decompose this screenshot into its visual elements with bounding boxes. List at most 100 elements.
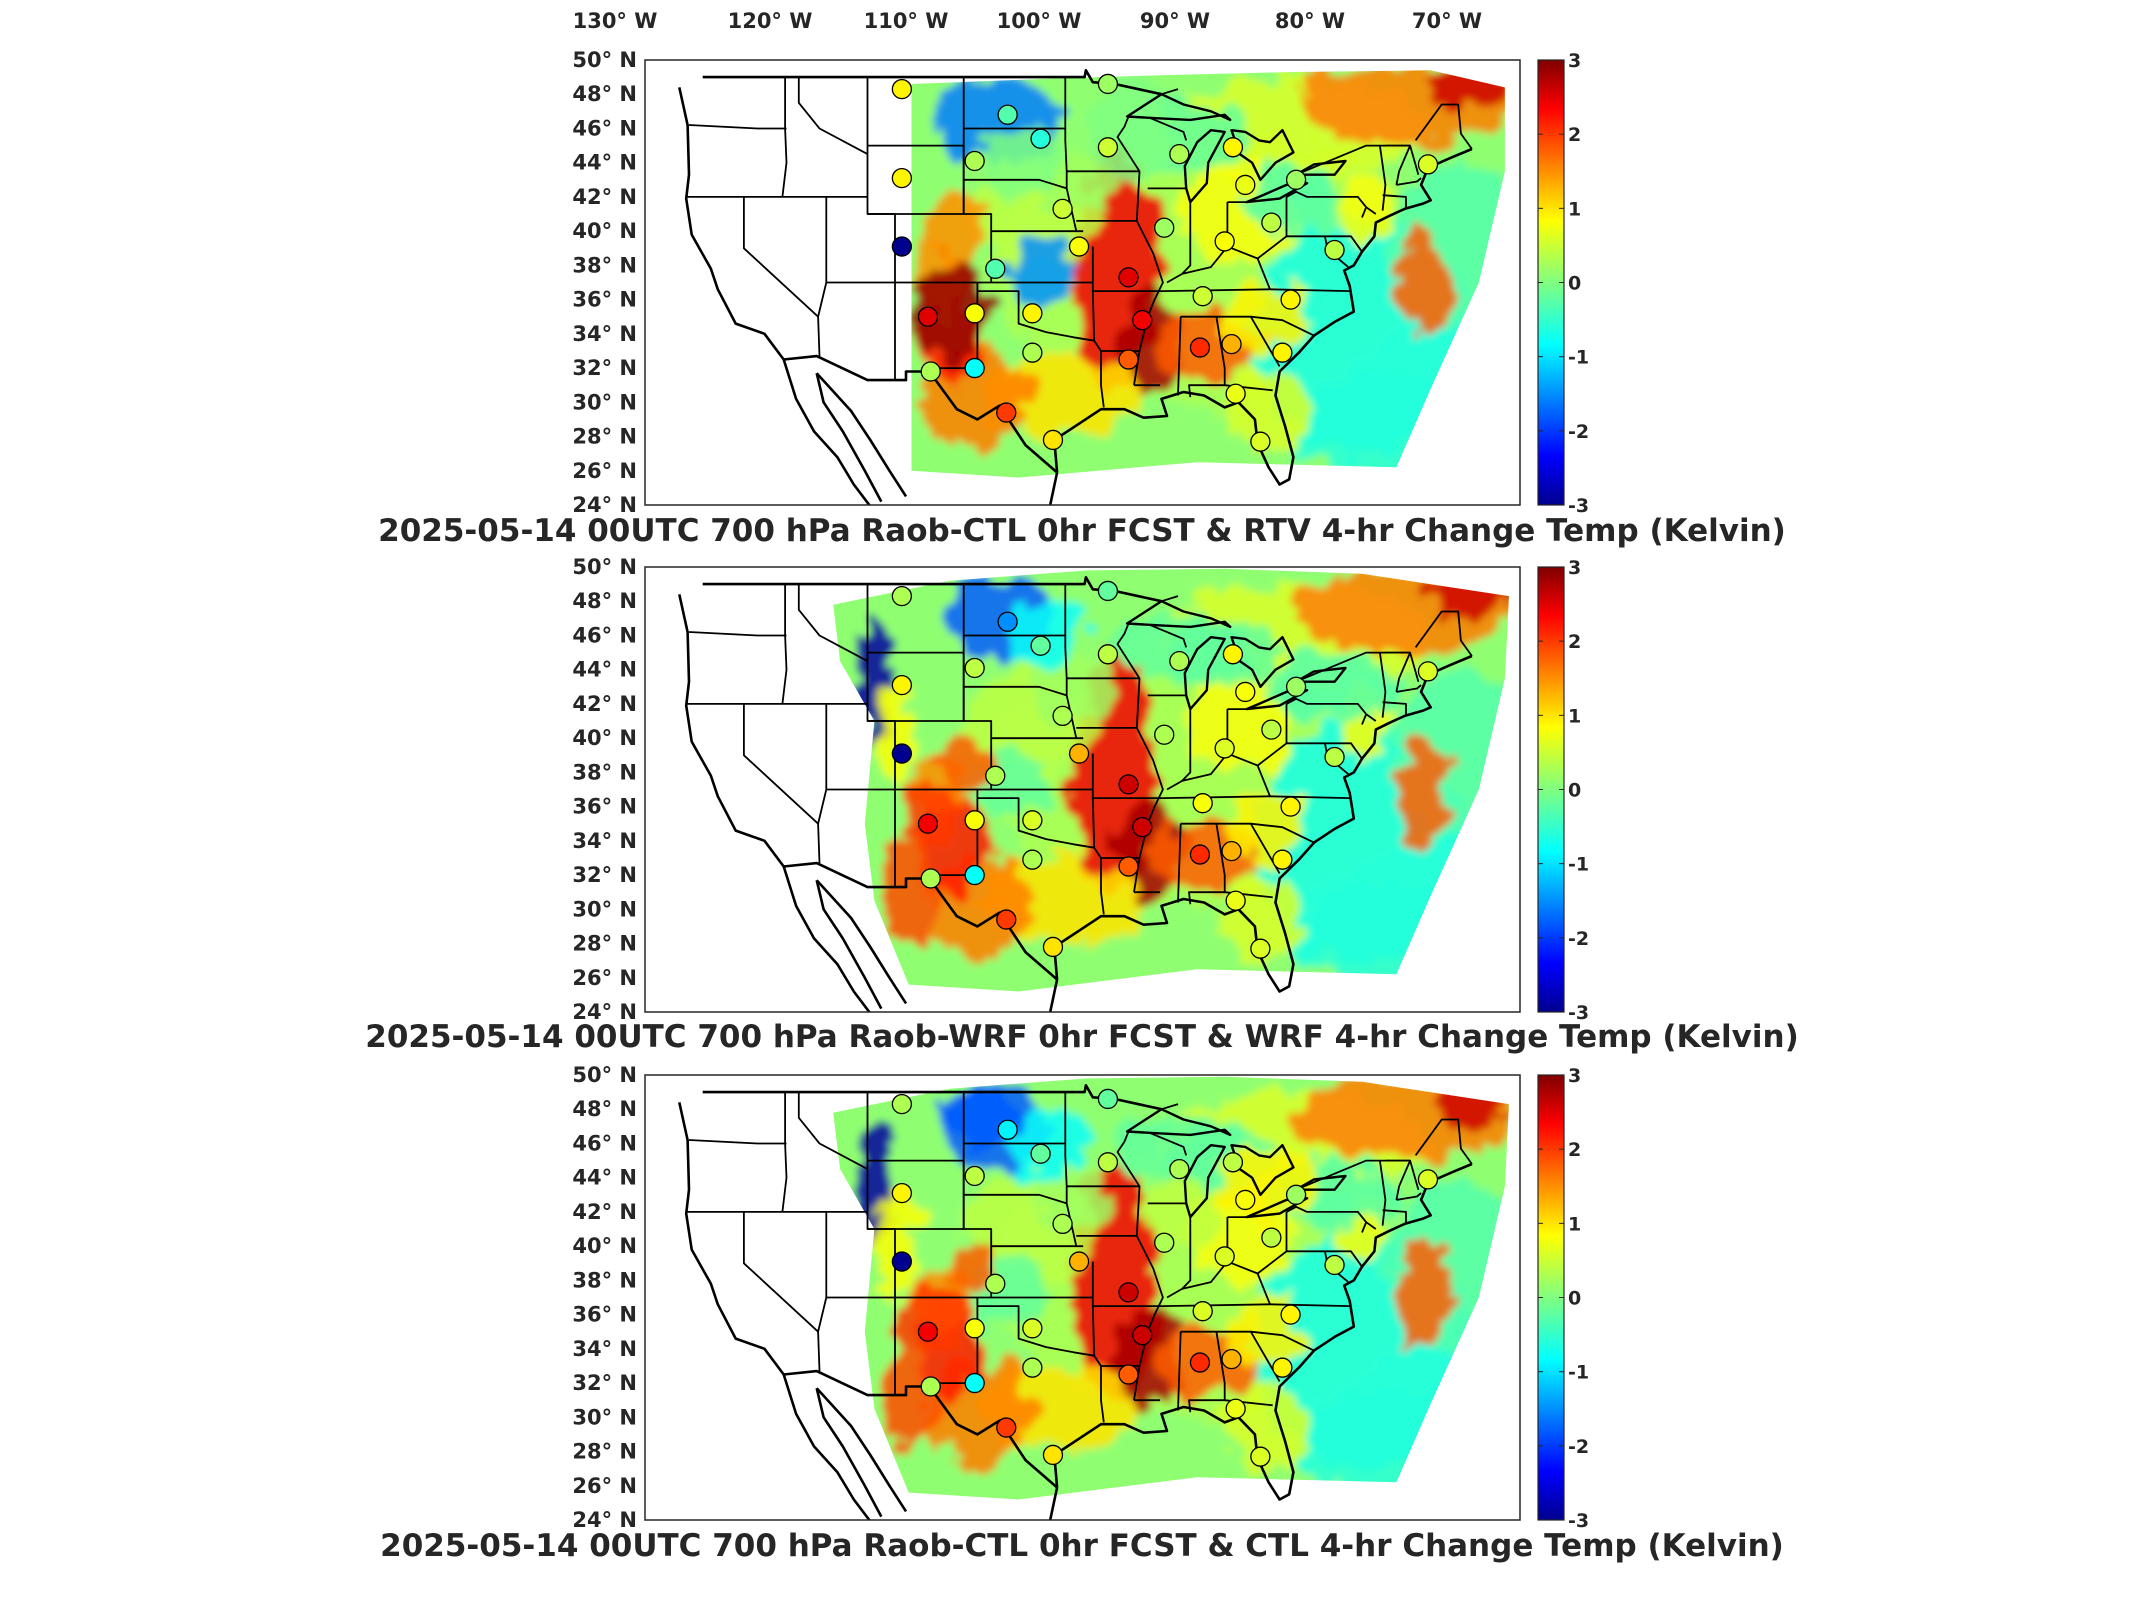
lat-label: 42° N — [572, 692, 637, 716]
station-marker — [1261, 1227, 1282, 1248]
map-panel-1: 50° N 48° N 46° N 44° N 42° N 40° N 38° N 36° N… — [378, 48, 1786, 549]
station-marker — [1261, 719, 1282, 740]
station-marker — [964, 657, 985, 679]
lat-label: 40° N — [572, 219, 637, 243]
station-marker — [1235, 174, 1256, 196]
lat-label: 28° N — [572, 425, 637, 449]
station-marker — [996, 1417, 1017, 1438]
colorbar-tick-label: -1 — [1568, 347, 1589, 369]
station-marker — [1189, 844, 1211, 865]
lat-label: 24° N — [572, 1000, 637, 1024]
station-marker — [1324, 239, 1345, 261]
state-border — [977, 290, 1105, 408]
station-marker — [1235, 1189, 1256, 1211]
state-border — [1295, 651, 1411, 683]
station-marker — [891, 1093, 913, 1115]
state-border — [1379, 145, 1387, 211]
state-border — [1256, 765, 1271, 797]
coastline — [678, 87, 785, 361]
station-marker — [996, 402, 1017, 423]
station-marker — [1324, 1254, 1345, 1276]
map-outlines — [678, 1084, 1473, 1520]
state-border — [1166, 202, 1192, 284]
great-lake — [1125, 93, 1232, 122]
state-border — [781, 584, 788, 705]
state-border — [1227, 196, 1288, 260]
lat-label: 34° N — [572, 829, 637, 853]
state-border — [1181, 246, 1229, 275]
station-marker — [1169, 143, 1190, 165]
station-marker — [1052, 1213, 1073, 1235]
state-border — [826, 213, 896, 284]
state-border — [797, 584, 868, 662]
lon-label: 80° W — [1275, 9, 1345, 33]
station-marker — [1052, 198, 1073, 220]
station-marker — [1417, 661, 1439, 682]
state-border — [1091, 291, 1096, 341]
coastline — [815, 1387, 883, 1518]
station-marker — [1097, 644, 1119, 665]
coastline — [702, 1084, 1162, 1111]
state-border — [1295, 1159, 1411, 1191]
state-border — [781, 77, 788, 198]
state-border — [1286, 697, 1377, 722]
colorbar: 3 2 1 0 -1 -2 -3 — [1537, 50, 1589, 517]
raob-stations — [891, 580, 1439, 959]
great-lake — [1230, 129, 1295, 181]
station-marker — [917, 813, 939, 834]
lat-label: 34° N — [572, 322, 637, 346]
station-marker — [1221, 1348, 1242, 1370]
map-frame — [644, 566, 1521, 1013]
station-marker — [1280, 796, 1301, 817]
lat-label: 36° N — [572, 288, 637, 312]
state-border — [1382, 1209, 1407, 1224]
coastline — [1053, 1162, 1473, 1501]
station-marker — [891, 1182, 913, 1204]
lon-label: 100° W — [997, 9, 1082, 33]
colorbar-tick-label: 3 — [1568, 557, 1581, 579]
state-border — [1396, 1192, 1422, 1201]
lon-label: 110° W — [864, 9, 949, 33]
station-marker — [1097, 73, 1119, 95]
station-marker — [1221, 840, 1242, 862]
lat-label: 24° N — [572, 1508, 637, 1532]
station-marker — [1030, 1143, 1051, 1164]
lat-label: 44° N — [572, 151, 637, 175]
lat-label: 38° N — [572, 1268, 637, 1292]
lat-label: 48° N — [572, 1097, 637, 1121]
colorbar-tick-label: -1 — [1568, 854, 1589, 876]
state-border — [1166, 1217, 1192, 1299]
station-marker — [1169, 650, 1190, 672]
colorbar-tick-label: 3 — [1568, 50, 1581, 72]
station-marker — [1250, 938, 1271, 959]
station-marker — [1225, 1398, 1246, 1419]
state-border — [1150, 117, 1188, 141]
state-border — [817, 196, 828, 357]
state-border — [688, 124, 787, 130]
lat-label: 46° N — [572, 1131, 637, 1155]
colorbar-tick-label: 0 — [1568, 273, 1581, 295]
longitude-labels: 130° W 120° W 110° W 100° W 90° W 80° W 70° W — [573, 9, 1483, 33]
raob-stations — [891, 73, 1439, 452]
station-marker — [1154, 724, 1175, 745]
station-marker — [1285, 676, 1307, 697]
station-marker — [1189, 1352, 1211, 1373]
station-marker — [920, 361, 941, 382]
state-border — [1414, 1118, 1473, 1165]
great-lake — [1125, 600, 1232, 629]
state-border — [1150, 1132, 1188, 1156]
state-border — [1396, 177, 1422, 186]
lat-label: 26° N — [572, 1474, 637, 1498]
colorbar-tick-label: 1 — [1568, 705, 1581, 727]
station-marker — [1280, 1304, 1301, 1325]
station-marker — [1225, 383, 1246, 404]
colorbar-tick-label: 2 — [1568, 631, 1581, 653]
map-frame — [644, 1074, 1521, 1521]
station-marker — [1118, 1364, 1139, 1385]
station-marker — [1272, 342, 1293, 363]
lat-label: 40° N — [572, 1234, 637, 1258]
station-marker — [1192, 793, 1213, 814]
colorbar-tick-label: -3 — [1568, 495, 1589, 517]
station-marker — [1068, 1251, 1090, 1272]
state-border — [1177, 823, 1182, 903]
